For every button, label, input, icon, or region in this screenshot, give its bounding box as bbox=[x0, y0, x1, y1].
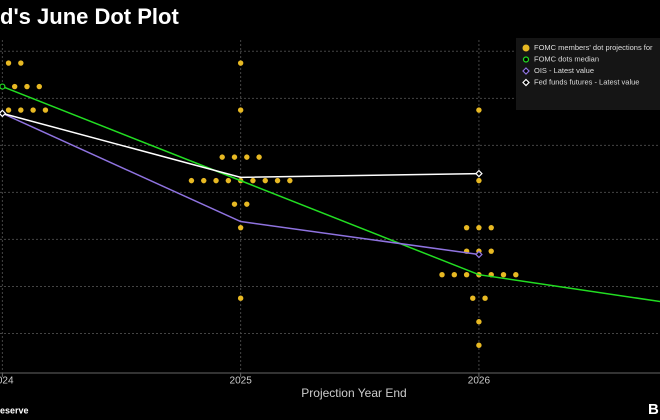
dot bbox=[439, 271, 445, 278]
x-axis-title: Projection Year End bbox=[301, 386, 406, 400]
x-tick-label: 2024 bbox=[0, 376, 14, 387]
legend-label: FOMC dots median bbox=[534, 54, 599, 63]
dot bbox=[5, 60, 12, 66]
dot bbox=[488, 248, 494, 254]
x-tick-label: 2025 bbox=[230, 376, 253, 387]
marker bbox=[475, 169, 483, 178]
line bbox=[2, 85, 660, 303]
dot bbox=[11, 83, 18, 90]
dot bbox=[36, 83, 42, 90]
legend-swatch bbox=[522, 44, 530, 52]
dot bbox=[201, 177, 207, 184]
dot bbox=[287, 177, 293, 184]
legend-label: OIS - Latest value bbox=[534, 66, 594, 75]
dot bbox=[225, 177, 232, 184]
dot bbox=[42, 107, 49, 113]
dot bbox=[231, 201, 238, 207]
dot bbox=[24, 83, 30, 90]
logo: B bbox=[648, 401, 659, 418]
legend: FOMC members' dot projections for FOMC do… bbox=[516, 38, 660, 110]
legend-swatch bbox=[522, 78, 530, 87]
dot bbox=[244, 201, 250, 207]
dot bbox=[213, 177, 219, 184]
legend-box bbox=[516, 38, 660, 110]
dot bbox=[231, 154, 238, 160]
dot bbox=[488, 224, 494, 231]
dot bbox=[18, 107, 24, 113]
legend-label: Fed funds futures - Latest value bbox=[534, 77, 639, 86]
dot bbox=[188, 177, 195, 184]
dot bbox=[250, 177, 256, 184]
marker bbox=[0, 83, 6, 90]
line bbox=[2, 112, 480, 256]
dot bbox=[237, 295, 244, 301]
dot bbox=[476, 107, 482, 113]
dot bbox=[500, 271, 507, 278]
legend-label: FOMC members' dot projections for bbox=[534, 43, 653, 52]
chart-title: d's June Dot Plot bbox=[0, 4, 179, 29]
source: eserve bbox=[0, 405, 29, 415]
dot bbox=[513, 271, 519, 278]
dot bbox=[219, 154, 225, 160]
dot bbox=[5, 107, 12, 113]
dot bbox=[476, 224, 482, 231]
dot bbox=[18, 60, 24, 66]
dot bbox=[244, 154, 250, 160]
dot bbox=[476, 177, 482, 184]
dot bbox=[470, 295, 476, 301]
dot bbox=[476, 319, 482, 325]
marker bbox=[0, 109, 7, 118]
dot bbox=[274, 177, 281, 184]
legend-swatch bbox=[522, 67, 530, 75]
dot bbox=[482, 295, 488, 301]
marker bbox=[475, 250, 483, 259]
dot bbox=[237, 224, 244, 231]
dot bbox=[463, 224, 470, 231]
dot bbox=[237, 107, 244, 113]
plot-area bbox=[0, 60, 660, 348]
dot bbox=[256, 154, 262, 160]
line bbox=[2, 112, 479, 179]
dot bbox=[451, 271, 458, 278]
dot bbox=[30, 107, 36, 113]
x-tick-label: 2026 bbox=[468, 376, 491, 387]
dot bbox=[463, 271, 470, 278]
legend-swatch bbox=[522, 56, 530, 63]
dot bbox=[237, 60, 244, 66]
grid: 2024 2025 2026 bbox=[0, 40, 660, 387]
dot bbox=[476, 342, 482, 348]
dot bbox=[262, 177, 268, 184]
